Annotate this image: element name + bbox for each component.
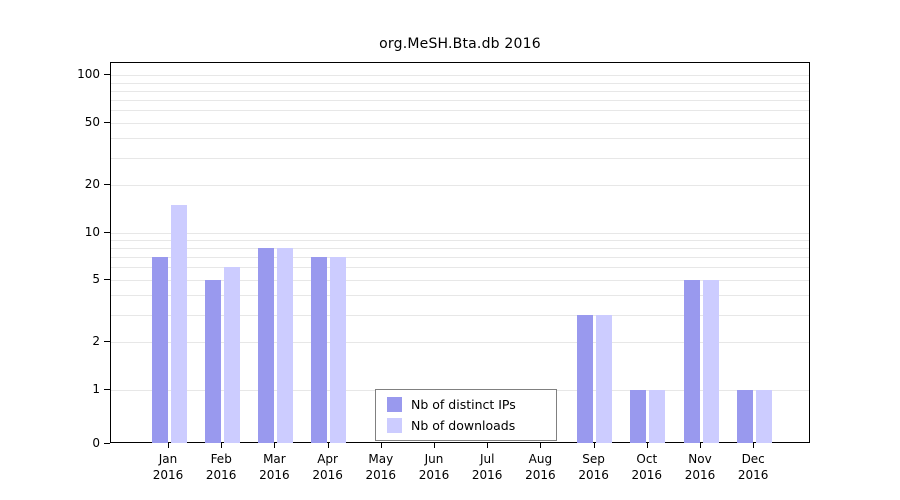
x-tick-label: Oct 2016 — [631, 452, 663, 482]
y-tick — [104, 74, 110, 76]
x-tick — [327, 443, 329, 448]
gridline — [111, 99, 809, 101]
x-tick — [434, 443, 435, 448]
bar-distinct-ips — [630, 389, 647, 443]
gridline — [111, 314, 809, 316]
x-tick-label: Feb 2016 — [205, 452, 237, 482]
y-tick — [104, 388, 110, 390]
bar-distinct-ips — [311, 256, 328, 443]
x-tick — [274, 443, 276, 448]
y-tick-label: 2 — [92, 334, 100, 349]
legend-label-distinct-ips: Nb of distinct IPs — [411, 397, 516, 412]
legend-label-downloads: Nb of downloads — [411, 418, 516, 433]
bar-downloads — [223, 267, 240, 443]
x-tick — [487, 443, 489, 448]
x-tick — [593, 443, 595, 448]
x-tick-label: Sep 2016 — [578, 452, 609, 482]
gridline — [111, 295, 809, 296]
x-tick — [540, 443, 542, 448]
x-tick — [646, 443, 648, 448]
y-tick — [104, 341, 110, 343]
y-tick-label: 100 — [77, 67, 100, 82]
x-tick-label: Jul 2016 — [471, 452, 503, 482]
y-tick-label: 0 — [92, 436, 100, 450]
y-tick-label: 20 — [84, 177, 100, 192]
y-tick-label: 5 — [92, 271, 100, 286]
bar-distinct-ips — [151, 256, 168, 443]
gridline — [111, 232, 809, 234]
gridline — [111, 122, 809, 124]
bar-downloads — [596, 314, 613, 443]
bar-downloads — [276, 247, 293, 443]
legend-item-downloads: Nb of downloads — [387, 418, 545, 433]
gridline — [111, 247, 809, 249]
gridline — [111, 267, 809, 269]
y-tick — [104, 278, 110, 280]
x-tick — [380, 443, 382, 448]
x-tick-label: Jun 2016 — [418, 452, 450, 482]
gridline — [111, 110, 809, 112]
y-tick-label: 10 — [84, 224, 100, 239]
x-tick — [700, 443, 701, 448]
x-tick-label: Aug 2016 — [525, 452, 556, 482]
bar-downloads — [702, 279, 719, 443]
bar-downloads — [330, 256, 347, 443]
x-tick-label: Apr 2016 — [312, 452, 343, 482]
x-tick-label: Mar 2016 — [259, 452, 290, 482]
x-tick-label: Dec 2016 — [737, 452, 769, 482]
y-tick — [104, 443, 110, 444]
gridline — [111, 256, 809, 258]
x-tick — [168, 443, 169, 448]
gridline — [111, 185, 809, 187]
gridline — [111, 239, 809, 241]
y-tick-label: 50 — [84, 114, 100, 129]
y-tick-label: 1 — [92, 381, 100, 396]
legend-swatch-downloads — [387, 418, 402, 433]
gridline — [111, 90, 809, 92]
legend-item-distinct-ips: Nb of distinct IPs — [387, 397, 545, 412]
bar-downloads — [649, 389, 666, 443]
gridline — [111, 75, 809, 77]
x-tick-label: Nov 2016 — [684, 452, 716, 482]
bar-distinct-ips — [257, 247, 274, 443]
gridline — [111, 342, 809, 344]
gridline — [111, 82, 809, 84]
bar-distinct-ips — [577, 314, 594, 443]
y-tick — [104, 231, 110, 233]
x-tick — [221, 443, 223, 448]
legend-swatch-distinct-ips — [387, 397, 402, 412]
y-tick — [104, 121, 110, 123]
bar-distinct-ips — [736, 389, 753, 443]
y-tick — [104, 184, 110, 186]
x-tick-label: May 2016 — [365, 452, 397, 482]
bar-distinct-ips — [683, 279, 700, 443]
legend: Nb of distinct IPs Nb of downloads — [375, 389, 557, 441]
x-tick-label: Jan 2016 — [152, 452, 184, 482]
x-tick — [753, 443, 755, 448]
gridline — [111, 279, 809, 281]
bar-downloads — [170, 204, 187, 443]
plot-area — [110, 62, 810, 443]
gridline — [111, 137, 809, 139]
bar-downloads — [755, 389, 772, 443]
chart-title: org.MeSH.Bta.db 2016 — [379, 36, 541, 52]
gridline — [111, 157, 809, 159]
bar-distinct-ips — [204, 279, 221, 443]
